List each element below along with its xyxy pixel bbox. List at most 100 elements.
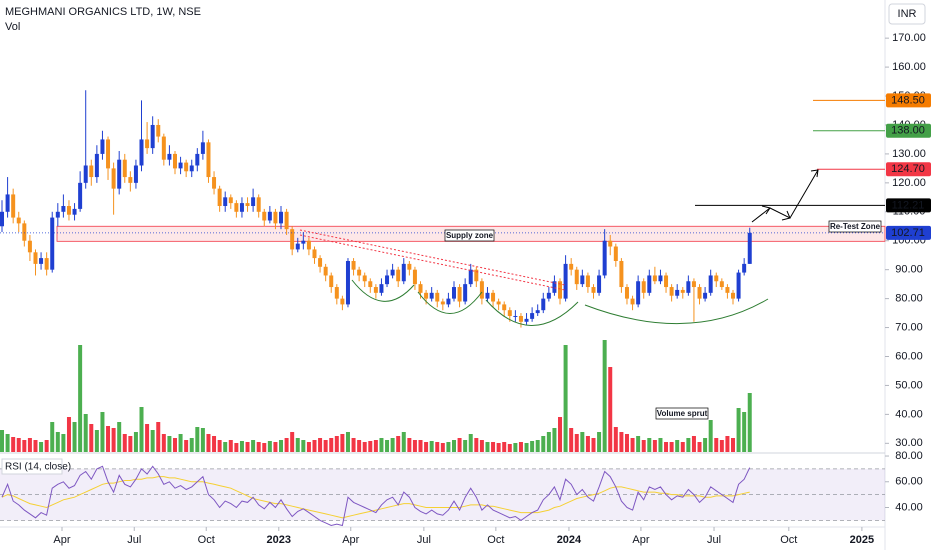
volume-bar [11,437,16,452]
cup-curve [584,298,769,325]
volume-bar [94,430,99,452]
volume-bar [284,438,289,452]
candle-body [474,269,479,282]
volume-bar [66,417,71,452]
cup-curve [485,299,579,326]
x-tick-label: 2025 [850,534,874,546]
volume-bar [636,436,641,452]
volume-bar [451,440,456,452]
candle-body [78,182,83,209]
candle-body [513,315,518,317]
volume-bar [664,442,669,452]
candle-body [485,292,490,299]
candle-body [697,287,702,299]
candle-body [396,269,401,282]
volume-bar [167,436,172,452]
candle-body [597,275,602,293]
candle-body [94,153,99,178]
candle-body [418,284,423,293]
volume-bar [212,436,217,452]
price-level-tag [886,162,931,177]
rsi-label: RSI (14, close) [5,462,71,473]
volume-bar [340,434,345,452]
candle-body [295,243,300,250]
volume-bar [619,432,624,452]
projection-arrow [751,169,819,223]
candle-body [664,275,669,288]
candle-body [440,301,445,305]
volume-bar [697,442,702,452]
header: MEGHMANI ORGANICS LTD, 1W, NSE Vol INR R… [1,3,926,475]
volume-bar [401,432,406,452]
rsi-tick-label: 80.00 [895,450,923,462]
volume-bar [691,436,696,452]
x-tick-label: Oct [487,534,504,546]
volume-bar [5,434,10,452]
candle-body [195,153,200,166]
volume-bar [351,438,356,452]
price-level-label: 124.70 [891,163,925,175]
candle-body [390,269,395,276]
y-tick-label: 40.00 [895,408,923,420]
volume-bar [223,442,228,452]
candle-body [145,139,150,149]
annotation-box [828,220,882,233]
volume-bar [50,422,55,452]
volume-bar [122,434,127,452]
volume-bar [273,442,278,452]
volume-bar [128,436,133,452]
candle-body [178,162,183,169]
volume-bar [708,420,713,452]
volume-bar [390,438,395,452]
volume-bar [0,430,5,452]
candle-body [719,281,724,288]
rsi-line [1,465,751,527]
annotation: Supply zone [446,231,494,240]
currency-label[interactable]: INR [898,8,917,20]
candle-body [329,275,334,288]
candle-body [630,298,635,305]
candle-body [647,275,652,293]
volume-bar [546,432,551,452]
candle-body [150,124,155,149]
candle-body [245,203,250,207]
candle-body [463,284,468,302]
y-tick-label: 90.00 [895,264,923,276]
y-tick-label: 60.00 [895,350,923,362]
candle-body [0,211,5,227]
price-level-label: 112.21 [892,199,925,211]
volume-bar [613,427,618,452]
candle-body [401,263,406,282]
candle-body [658,275,663,282]
volume-bar [412,440,417,452]
y-tick-label: 30.00 [895,437,923,449]
volume-bar [591,438,596,452]
candle-body [251,197,256,207]
candle-body [128,177,133,183]
currency-box[interactable] [888,3,926,25]
candle-body [11,194,16,218]
volume-bar [295,438,300,452]
volume-bar [468,434,473,452]
candle-body [742,263,747,273]
volume-bar [530,441,535,452]
volume-bar [385,440,390,452]
candle-body [457,287,462,302]
volume-bar [524,443,529,452]
candle-body [691,281,696,288]
volume-bar [463,440,468,452]
y-tick-label: 70.00 [895,321,923,333]
volume-bar [279,440,284,452]
candle-body [574,269,579,285]
volume-bar [485,442,490,452]
volume-bar [345,432,350,452]
volume-bar [608,367,613,452]
candle-body [44,258,49,270]
candle-body [686,281,691,293]
candle-body [262,211,267,221]
candle-body [451,287,456,299]
candle-body [535,310,540,314]
candle-body [39,258,44,264]
volume-bar [156,422,161,452]
